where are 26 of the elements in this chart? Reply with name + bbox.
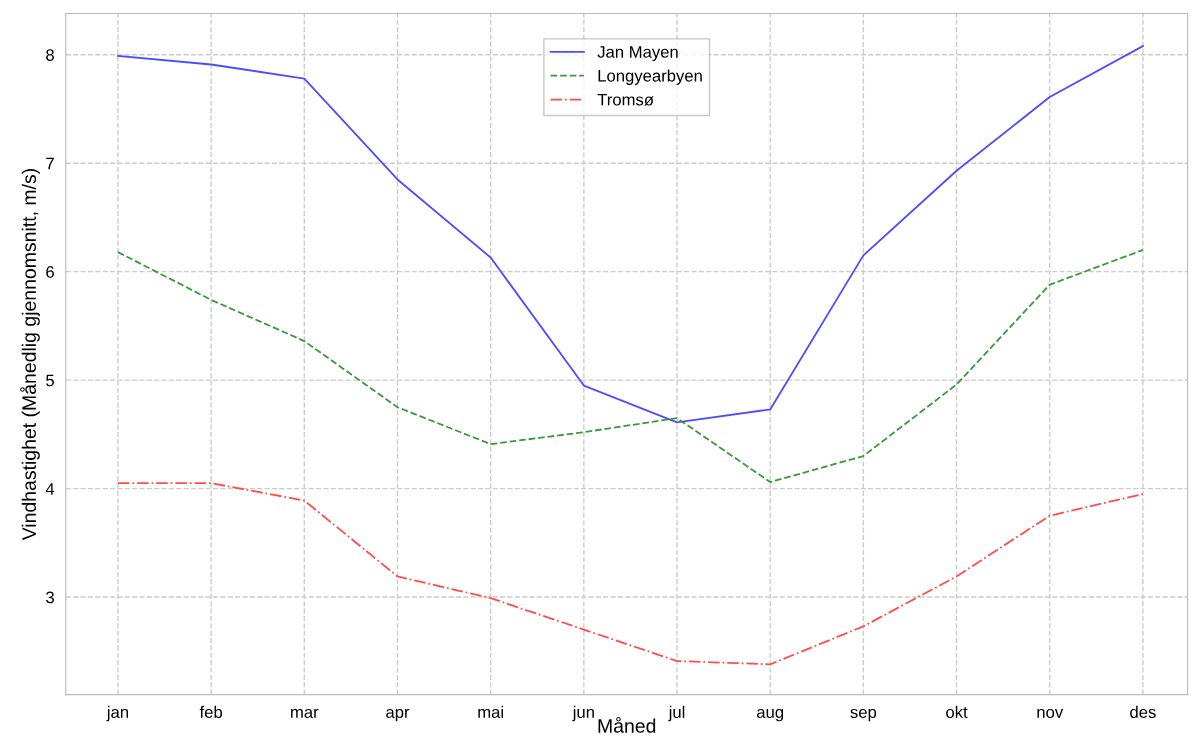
line-series — [117, 482, 1144, 666]
y-tick-label: 3 — [46, 591, 54, 604]
line-series — [117, 249, 1144, 483]
y-tick-label: 5 — [46, 374, 54, 387]
legend-label: Jan Mayen — [597, 46, 678, 62]
y-axis-title: Vindhastighet (Månedlig gjennomsnitt, m/s) — [20, 169, 40, 541]
y-tick-label: 7 — [46, 157, 54, 170]
x-tick-label: okt — [946, 705, 968, 719]
x-tick-label: jul — [668, 705, 685, 722]
x-tick-label: jan — [106, 705, 128, 722]
y-tick-label: 6 — [46, 266, 54, 278]
x-tick-label: jun — [572, 705, 594, 722]
x-axis-title: Måned — [598, 716, 656, 733]
x-tick-label: nov — [1037, 708, 1064, 719]
y-tick-label: 4 — [45, 483, 55, 495]
x-tick-label: mai — [478, 705, 503, 719]
x-tick-label: des — [1130, 705, 1156, 719]
y-tick-label: 8 — [46, 49, 54, 61]
legend-label: Longyearbyen — [598, 69, 702, 85]
x-tick-label: mar — [291, 708, 319, 719]
x-tick-label: feb — [199, 705, 223, 719]
legend-label: Tromsø — [597, 93, 654, 106]
line-series — [117, 45, 1144, 424]
x-tick-label: apr — [386, 708, 410, 722]
x-tick-label: aug — [757, 708, 784, 722]
x-tick-label: sep — [850, 708, 877, 722]
